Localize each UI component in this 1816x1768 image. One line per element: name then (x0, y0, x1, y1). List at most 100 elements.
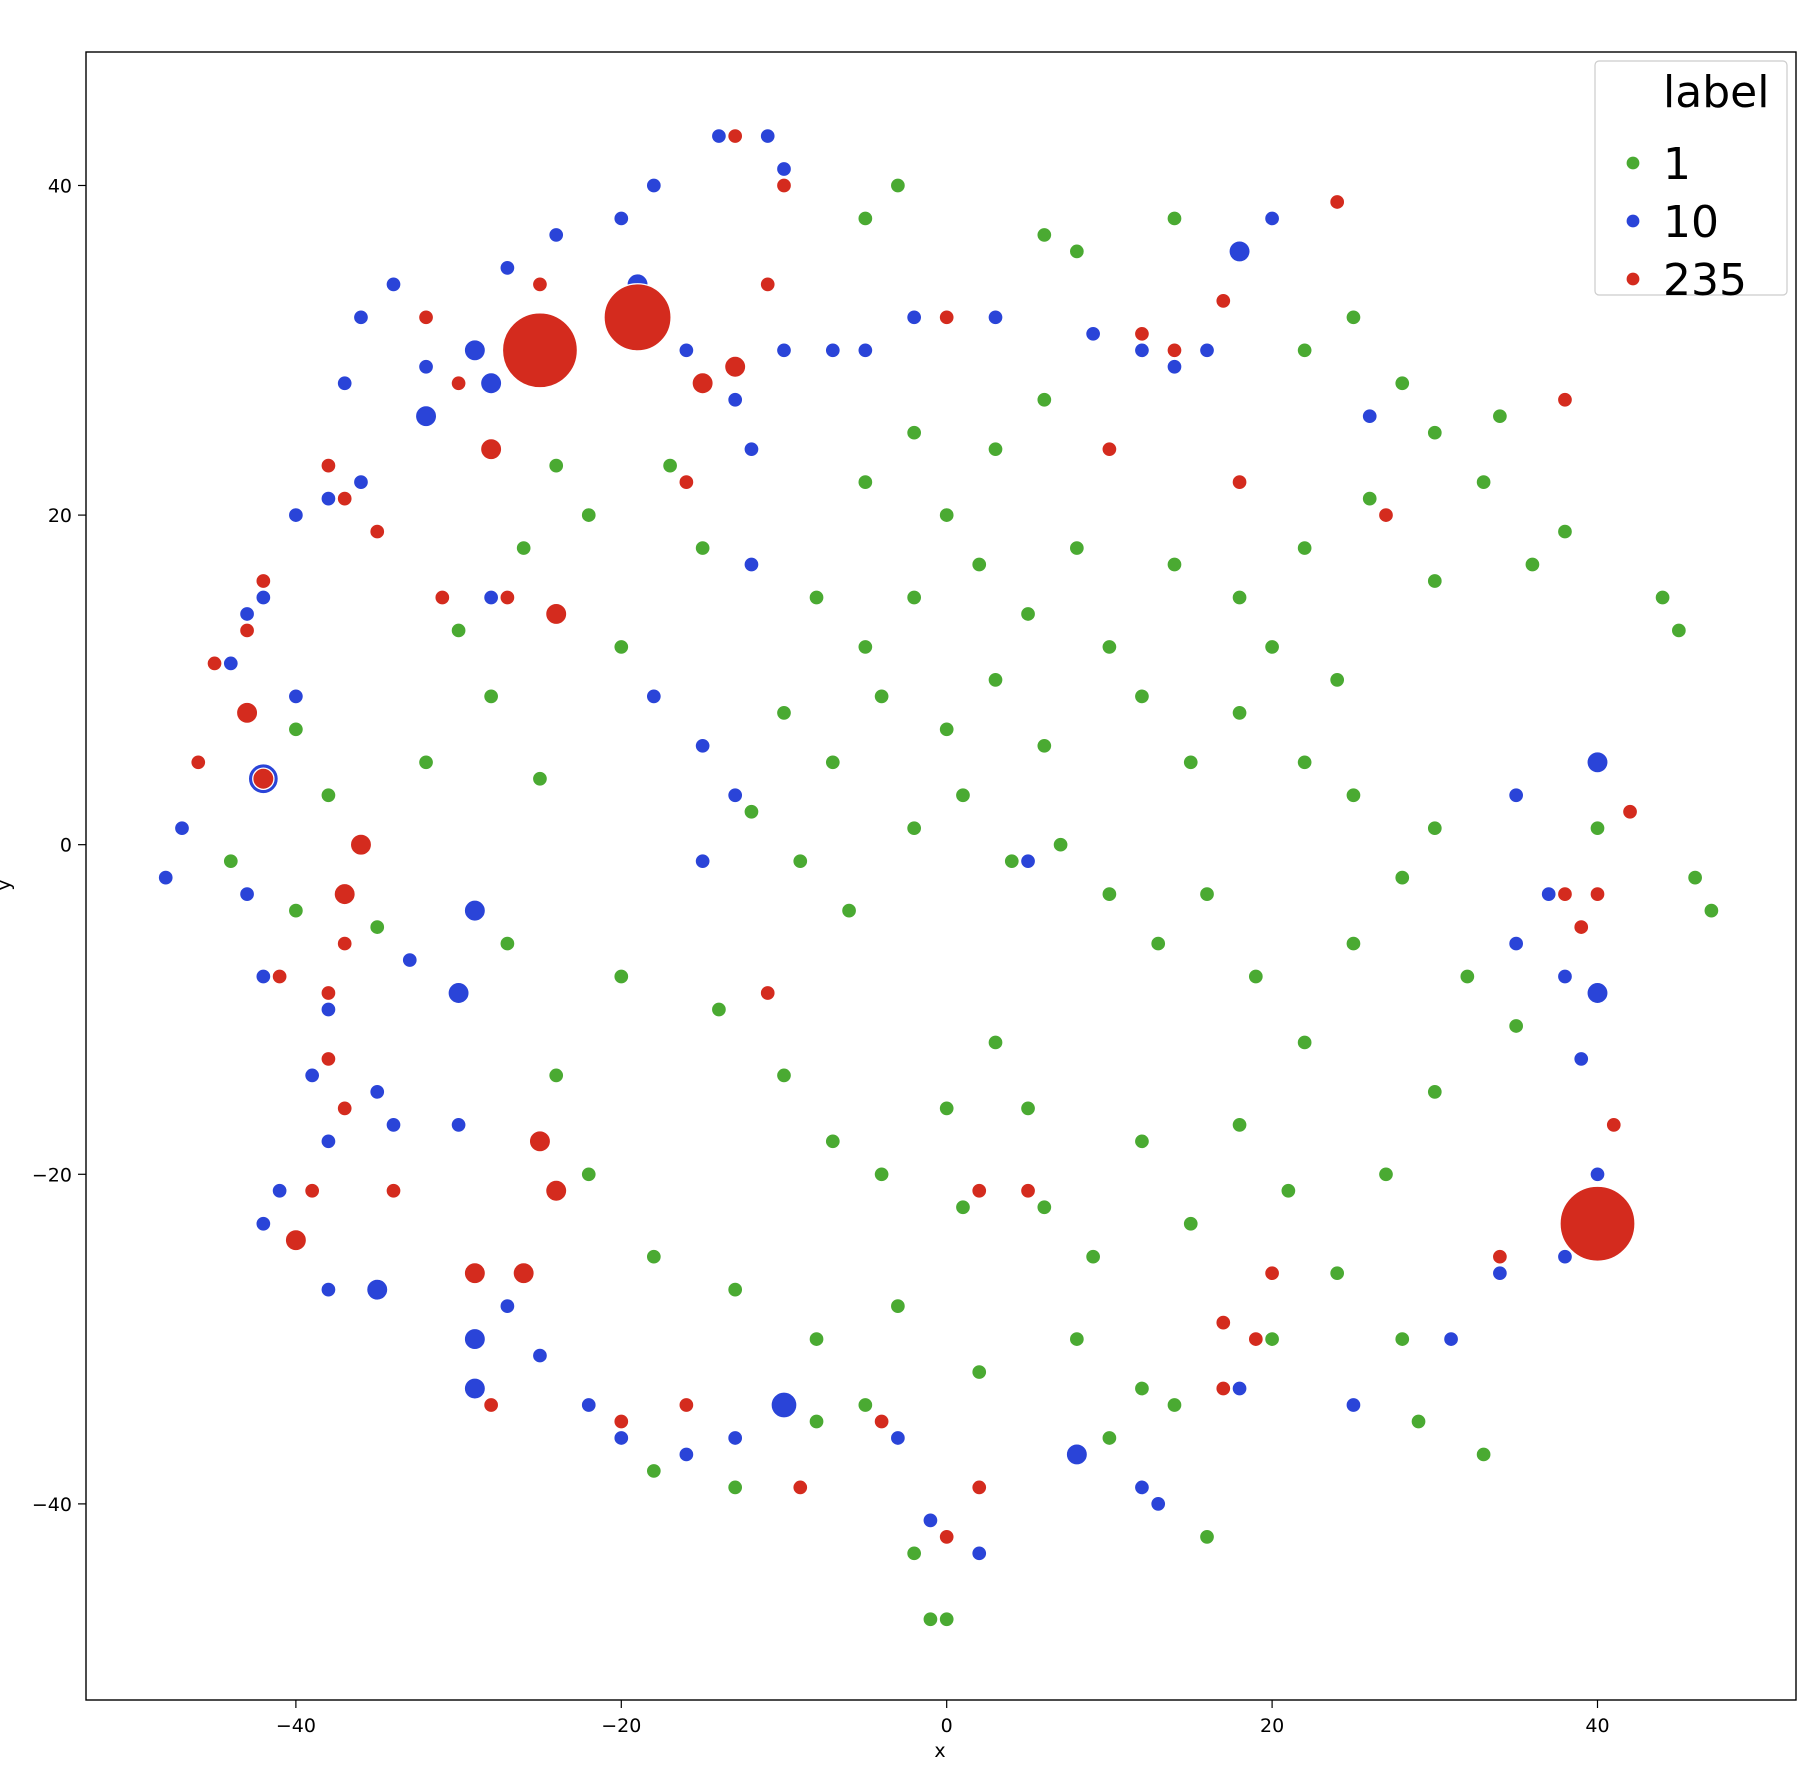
scatter-point (857, 1396, 874, 1414)
scatter-point (1459, 968, 1476, 985)
scatter-point (369, 523, 386, 540)
scatter-point (1394, 1330, 1411, 1348)
scatter-point (1101, 885, 1118, 903)
scatter-point (987, 671, 1004, 689)
scatter-point (173, 820, 191, 837)
scatter-point (938, 721, 955, 738)
scatter-point (1559, 1185, 1636, 1262)
scatter-point (1345, 787, 1362, 804)
legend-label: 10 (1663, 197, 1719, 248)
scatter-point (479, 371, 503, 395)
scatter-point (1263, 638, 1281, 656)
scatter-point (1296, 754, 1313, 771)
scatter-point (287, 721, 305, 738)
scatter-point (1361, 490, 1378, 507)
scatter-point (1068, 1330, 1086, 1348)
scatter-point (1345, 309, 1362, 326)
scatter-point (512, 1261, 535, 1285)
scatter-point (645, 688, 662, 705)
scatter-point (501, 312, 579, 389)
scatter-point (1247, 968, 1264, 985)
scatter-point (287, 902, 305, 919)
scatter-point (1540, 885, 1557, 903)
scatter-point (447, 981, 470, 1005)
x-tick-label: 40 (1585, 1715, 1609, 1737)
scatter-point (645, 1248, 662, 1265)
scatter-point (531, 276, 549, 293)
scatter-point (499, 589, 516, 606)
scatter-point (255, 572, 272, 590)
x-tick-label: −40 (276, 1715, 316, 1737)
scatter-point (775, 342, 793, 359)
scatter-point (463, 1377, 487, 1400)
scatter-point (365, 1278, 389, 1301)
scatter-point (580, 1396, 597, 1414)
scatter-point (987, 309, 1004, 326)
scatter-point (873, 688, 890, 705)
scatter-point (1670, 622, 1688, 639)
scatter-point (1231, 1380, 1248, 1397)
legend-title: label (1663, 67, 1769, 118)
legend: label 1 10 235 (1594, 60, 1788, 306)
scatter-point (1084, 325, 1102, 342)
scatter-point (889, 1297, 907, 1315)
scatter-point (499, 259, 516, 277)
scatter-point (352, 309, 370, 326)
scatter-point (987, 441, 1004, 458)
scatter-point (857, 342, 874, 359)
scatter-point (1589, 885, 1606, 903)
scatter-point (450, 375, 467, 392)
scatter-point (1686, 869, 1704, 886)
scatter-point (352, 473, 370, 491)
legend-label: 235 (1663, 255, 1747, 306)
scatter-point (1036, 737, 1053, 754)
scatter-point (613, 1413, 630, 1430)
scatter-point (1573, 918, 1590, 936)
scatter-point (1166, 1396, 1183, 1414)
scatter-point (1036, 226, 1053, 244)
y-tick-label: −40 (32, 1494, 72, 1516)
scatter-point (873, 1166, 890, 1183)
scatter-point (1508, 1017, 1525, 1035)
scatter-point (1150, 1495, 1167, 1513)
scatter-point (710, 127, 728, 145)
scatter-point (304, 1067, 321, 1084)
scatter-point (1329, 1265, 1346, 1282)
scatter-point (515, 539, 532, 557)
scatter-point (1556, 391, 1574, 408)
legend-label: 1 (1663, 139, 1691, 190)
scatter-point (1296, 539, 1313, 557)
legend-marker (1625, 155, 1641, 171)
scatter-point (499, 1297, 516, 1315)
scatter-point (1345, 935, 1362, 952)
scatter-point (580, 1166, 597, 1183)
scatter-point (938, 506, 955, 524)
scatter-point (320, 1001, 337, 1018)
scatter-point (1296, 1034, 1313, 1051)
scatter-point (645, 1462, 662, 1480)
scatter-point (1345, 1396, 1362, 1414)
scatter-point (840, 902, 858, 919)
scatter-point (1556, 1248, 1574, 1265)
scatter-point (499, 935, 516, 952)
scatter-point (1003, 853, 1020, 870)
scatter-point (792, 853, 809, 870)
scatter-point (1133, 342, 1151, 359)
scatter-point (1475, 1446, 1492, 1463)
scatter-point (1377, 1166, 1395, 1183)
scatter-point (954, 787, 972, 804)
scatter-point (1654, 589, 1671, 606)
scatter-point (678, 342, 695, 359)
scatter-point (1263, 1265, 1281, 1282)
scatter-point (727, 1429, 744, 1447)
scatter-point (528, 1130, 552, 1153)
scatter-point (857, 473, 874, 491)
scatter-point (1329, 193, 1346, 211)
scatter-point (1133, 1380, 1151, 1397)
scatter-point (1150, 935, 1167, 952)
scatter-point (770, 1391, 798, 1419)
scatter-point (482, 589, 500, 606)
scatter-point (1166, 556, 1183, 573)
